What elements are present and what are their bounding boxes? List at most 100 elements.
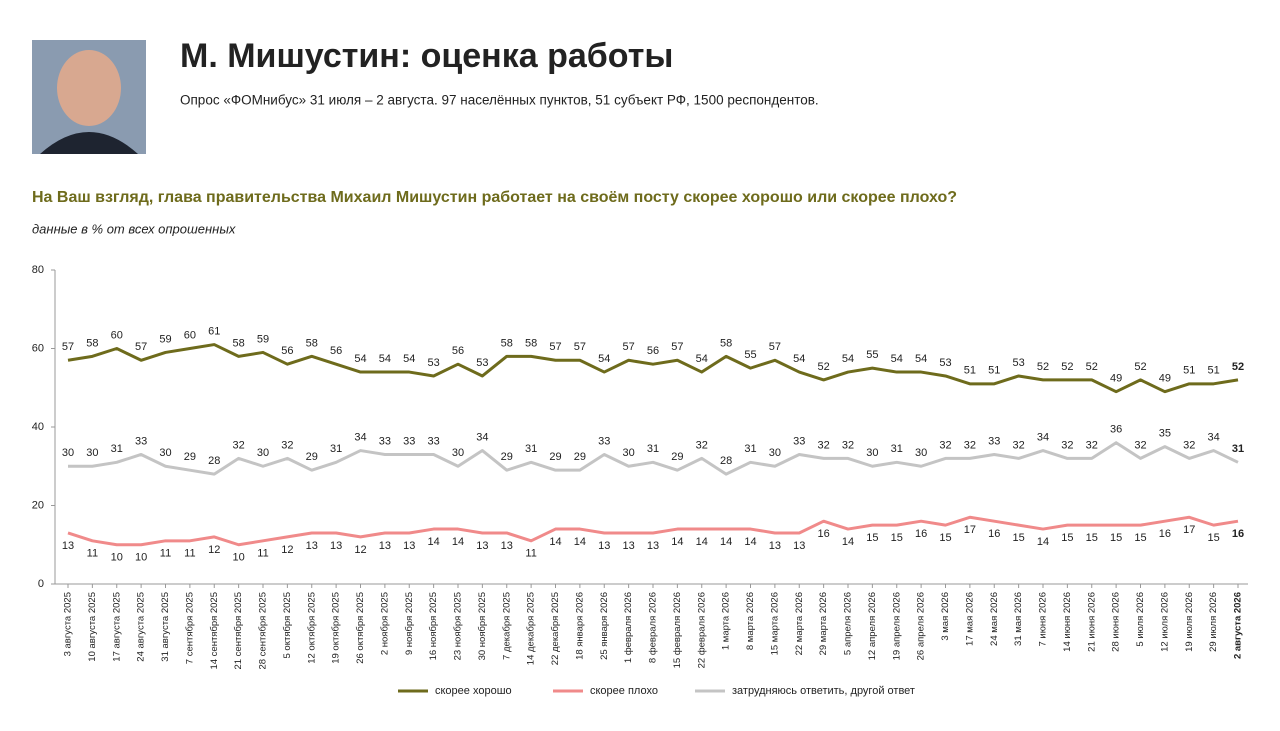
x-tick-label: 12 октября 2025 [306, 592, 317, 664]
data-label: 54 [598, 353, 610, 365]
data-label: 51 [1208, 365, 1220, 377]
data-label: 31 [744, 443, 756, 455]
x-tick-label: 17 августа 2025 [111, 592, 122, 662]
data-label: 29 [184, 451, 196, 463]
data-label: 14 [574, 536, 586, 548]
data-label: 52 [1061, 361, 1073, 373]
x-tick-label: 24 августа 2025 [136, 592, 147, 662]
data-label: 54 [793, 353, 805, 365]
x-tick-label: 29 марта 2026 [818, 592, 829, 655]
data-label: 30 [257, 447, 269, 459]
data-label: 32 [842, 439, 854, 451]
y-tick-label: 40 [32, 421, 44, 433]
data-label: 33 [598, 435, 610, 447]
data-label: 14 [696, 536, 708, 548]
data-label: 11 [87, 548, 98, 560]
data-label: 35 [1159, 428, 1171, 440]
data-label: 14 [549, 536, 561, 548]
x-tick-label: 19 июля 2026 [1184, 592, 1195, 652]
data-label: 32 [939, 439, 951, 451]
x-tick-label: 17 мая 2026 [964, 592, 975, 646]
data-label: 57 [135, 341, 147, 353]
data-label: 32 [281, 439, 293, 451]
legend-label: скорее хорошо [435, 685, 512, 697]
data-label: 34 [1208, 431, 1220, 443]
x-tick-label: 31 августа 2025 [160, 592, 171, 662]
x-tick-label: 30 ноября 2025 [477, 592, 488, 660]
data-label: 51 [964, 365, 976, 377]
data-label: 10 [233, 552, 245, 564]
data-label: 57 [769, 341, 781, 353]
x-tick-label: 5 апреля 2026 [843, 592, 854, 655]
data-label: 14 [428, 536, 440, 548]
portrait-face [57, 50, 121, 126]
data-label: 57 [671, 341, 683, 353]
data-label: 56 [281, 345, 293, 357]
data-label: 33 [403, 435, 415, 447]
x-tick-label: 14 декабря 2025 [526, 592, 537, 665]
data-label: 52 [1037, 361, 1049, 373]
x-tick-label: 2 августа 2026 [1233, 592, 1244, 659]
data-label: 54 [842, 353, 854, 365]
data-label: 33 [135, 435, 147, 447]
data-label: 30 [915, 447, 927, 459]
x-tick-label: 21 июня 2026 [1086, 592, 1097, 652]
data-label: 13 [330, 540, 342, 552]
data-label: 30 [452, 447, 464, 459]
data-label: 15 [1110, 532, 1122, 544]
data-label: 17 [964, 524, 976, 536]
data-label: 16 [915, 528, 927, 540]
data-label: 16 [818, 528, 830, 540]
portrait-suit [40, 132, 138, 154]
data-label: 52 [818, 361, 830, 373]
data-label: 54 [915, 353, 927, 365]
x-tick-label: 24 мая 2026 [989, 592, 1000, 646]
series-line [68, 441, 1239, 476]
page-subtitle: Опрос «ФОМнибус» 31 июля – 2 августа. 97… [180, 93, 819, 108]
x-tick-label: 5 октября 2025 [282, 592, 293, 659]
data-label: 28 [720, 455, 732, 467]
data-label: 60 [184, 329, 196, 341]
data-label: 53 [939, 357, 951, 369]
y-tick-label: 20 [32, 499, 44, 511]
data-label: 13 [476, 540, 488, 552]
data-label: 12 [208, 544, 220, 556]
x-tick-label: 22 декабря 2025 [550, 592, 561, 665]
x-tick-label: 23 ноября 2025 [453, 592, 464, 660]
data-label: 16 [1159, 528, 1171, 540]
data-label: 12 [354, 544, 366, 556]
data-label: 31 [647, 443, 659, 455]
data-label: 32 [696, 439, 708, 451]
data-label: 58 [233, 337, 245, 349]
chart-subtitle: данные в % от всех опрошенных [32, 221, 236, 236]
data-label: 13 [501, 540, 513, 552]
x-tick-label: 9 ноября 2025 [404, 592, 415, 655]
x-tick-label: 16 ноября 2025 [428, 592, 439, 660]
chart-title: На Ваш взгляд, глава правительства Михаи… [32, 189, 957, 206]
data-label: 13 [623, 540, 635, 552]
data-label: 13 [62, 540, 74, 552]
x-tick-label: 18 января 2026 [574, 592, 585, 660]
data-label: 29 [501, 451, 513, 463]
data-label: 34 [1037, 431, 1049, 443]
data-label: 32 [233, 439, 245, 451]
data-label: 56 [452, 345, 464, 357]
data-label: 15 [939, 532, 951, 544]
data-label: 31 [111, 443, 123, 455]
data-label: 54 [379, 353, 391, 365]
x-tick-label: 21 сентября 2025 [233, 592, 244, 670]
data-label: 13 [403, 540, 415, 552]
data-label: 56 [647, 345, 659, 357]
data-label: 15 [1134, 532, 1146, 544]
data-label: 14 [842, 536, 854, 548]
data-label: 51 [988, 365, 1000, 377]
data-label: 57 [549, 341, 561, 353]
data-label: 14 [671, 536, 683, 548]
data-label: 59 [257, 333, 269, 345]
data-label: 31 [525, 443, 537, 455]
data-label: 57 [623, 341, 635, 353]
data-label: 11 [257, 548, 268, 560]
x-tick-label: 7 июня 2026 [1038, 592, 1049, 647]
x-tick-label: 7 сентября 2025 [184, 592, 195, 664]
